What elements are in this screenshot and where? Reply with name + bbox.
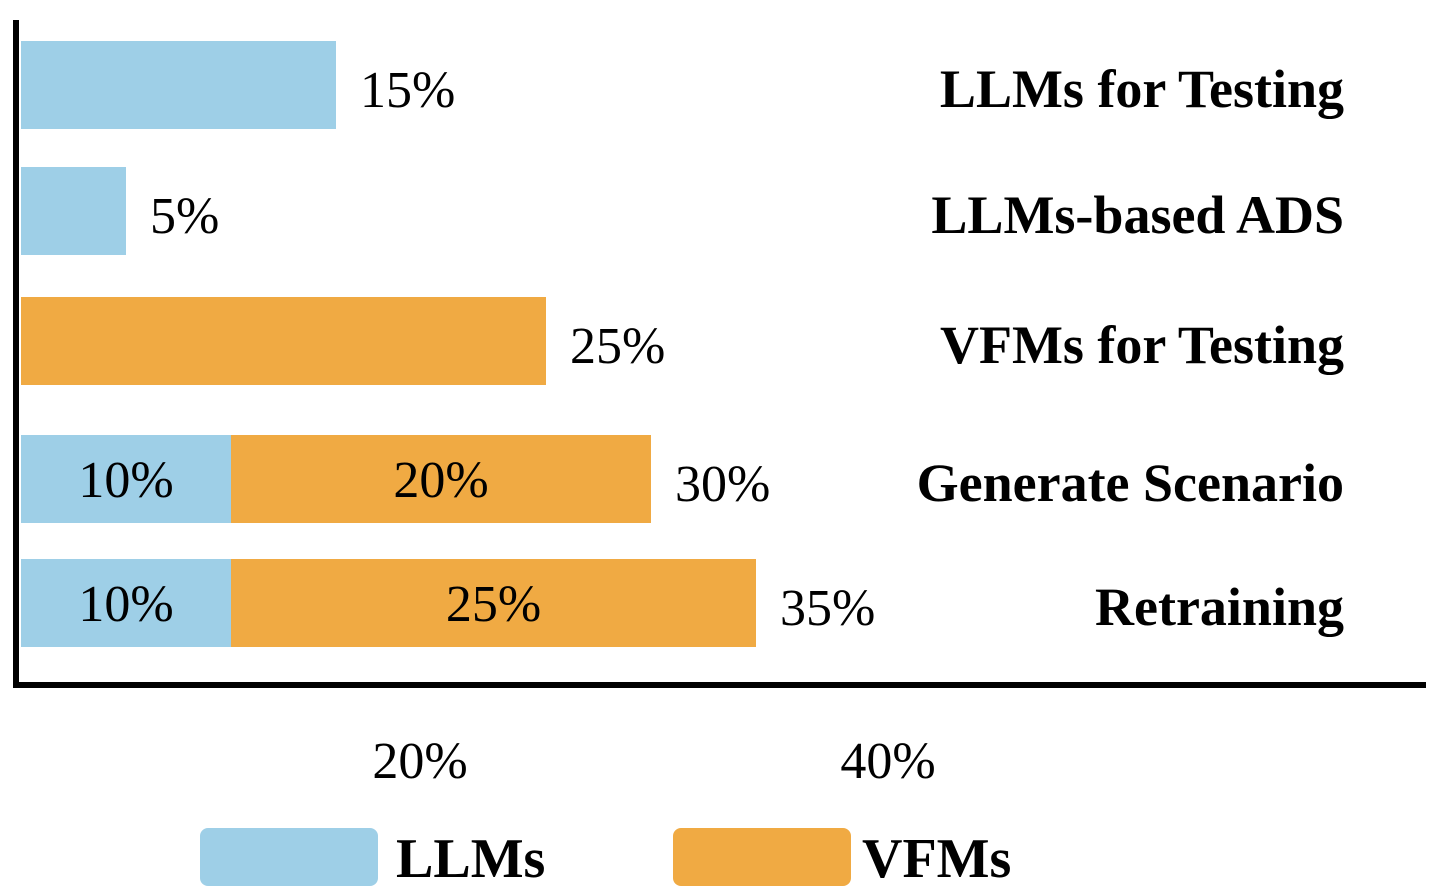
category-label-generate-scenario: Generate Scenario: [917, 453, 1344, 513]
bar-llms-based-ads-llms: [21, 167, 126, 255]
bar-retraining-vfms: [231, 559, 756, 647]
total-label-retraining: 35%: [780, 580, 875, 637]
x-tick-labels-group: 20% 40%: [372, 733, 935, 790]
bar-llms-for-testing-llms: [21, 41, 336, 129]
bar-vfms-for-testing-vfms: [21, 297, 546, 385]
legend-swatch-vfms: [673, 828, 851, 886]
legend-swatch-llms: [200, 828, 378, 886]
total-label-llms-for-testing: 15%: [360, 62, 455, 119]
segment-label-generate-scenario-vfms: 20%: [393, 452, 488, 509]
x-tick-label-40: 40%: [840, 733, 935, 790]
bars-group: [21, 41, 756, 647]
category-label-vfms-for-testing: VFMs for Testing: [940, 315, 1344, 375]
bar-generate-scenario-llms: [21, 435, 231, 523]
segment-label-retraining-llms: 10%: [78, 576, 173, 633]
category-labels-group: LLMs for Testing LLMs-based ADS VFMs for T…: [917, 59, 1344, 637]
total-label-generate-scenario: 30%: [675, 456, 770, 513]
total-label-vfms-for-testing: 25%: [570, 318, 665, 375]
bar-generate-scenario-vfms: [231, 435, 651, 523]
legend-label-vfms: VFMs: [862, 828, 1011, 890]
segment-labels-group: 10% 20% 10% 25%: [78, 452, 541, 633]
segment-label-generate-scenario-llms: 10%: [78, 452, 173, 509]
total-label-llms-based-ads: 5%: [150, 188, 219, 245]
category-label-llms-based-ads: LLMs-based ADS: [931, 185, 1344, 245]
total-labels-group: 15% 5% 25% 30% 35%: [150, 62, 875, 637]
bar-retraining-llms: [21, 559, 231, 647]
legend: LLMs VFMs: [200, 828, 1011, 890]
legend-label-llms: LLMs: [396, 828, 545, 890]
category-label-retraining: Retraining: [1095, 577, 1344, 637]
x-tick-label-20: 20%: [372, 733, 467, 790]
segment-label-retraining-vfms: 25%: [446, 576, 541, 633]
category-label-llms-for-testing: LLMs for Testing: [940, 59, 1344, 119]
